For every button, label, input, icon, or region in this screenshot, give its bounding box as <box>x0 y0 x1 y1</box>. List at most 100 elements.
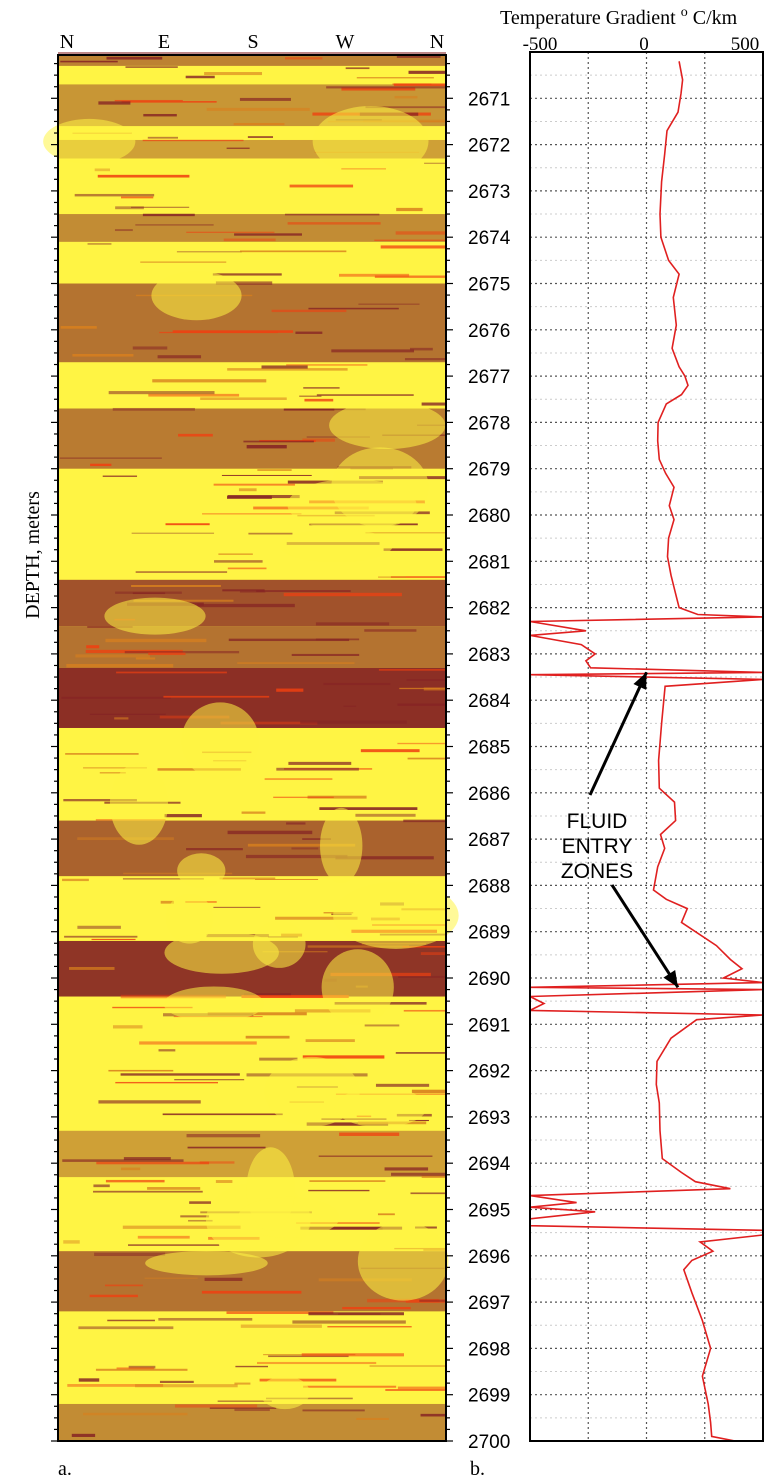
texture-streak <box>247 136 274 139</box>
texture-streak <box>226 1311 334 1314</box>
texture-streak <box>375 1083 430 1087</box>
texture-streak <box>256 590 351 593</box>
texture-streak <box>158 1049 176 1052</box>
texture-streak <box>238 488 257 492</box>
annotation-arrows <box>588 671 680 989</box>
texture-streak <box>257 469 292 471</box>
texture-streak <box>364 1024 400 1027</box>
texture-streak <box>228 638 350 642</box>
texture-streak <box>197 603 295 608</box>
texture-streak <box>302 1409 365 1412</box>
texture-streak <box>308 1312 404 1316</box>
texture-streak <box>120 196 154 199</box>
texture-streak <box>60 326 97 329</box>
texture-streak <box>217 1400 272 1402</box>
texture-streak <box>132 346 168 350</box>
texture-streak <box>331 349 415 353</box>
texture-streak <box>271 309 347 313</box>
depth-label-2684: 2684 <box>468 691 511 712</box>
texture-streak <box>142 213 195 217</box>
texture-streak <box>286 364 368 366</box>
texture-streak <box>128 1365 156 1369</box>
texture-streak <box>89 713 166 715</box>
depth-label-2693: 2693 <box>468 1108 510 1129</box>
texture-streak <box>199 1161 235 1164</box>
texture-streak <box>83 767 147 769</box>
texture-streak <box>94 168 111 172</box>
texture-streak <box>62 878 89 882</box>
texture-streak <box>121 101 217 103</box>
depth-label-2692: 2692 <box>468 1062 510 1083</box>
texture-streak <box>186 231 275 233</box>
texture-streak <box>339 1132 400 1136</box>
texture-streak <box>364 629 417 632</box>
texture-streak <box>301 1353 404 1357</box>
texture-streak <box>220 721 318 725</box>
texture-streak <box>411 1089 446 1094</box>
texture-streak <box>105 1179 165 1183</box>
texture-streak <box>142 139 244 142</box>
texture-streak <box>299 408 366 411</box>
depth-label-2680: 2680 <box>468 506 510 527</box>
texture-streak <box>132 592 166 595</box>
annotation-arrow-shaft-0 <box>588 671 648 796</box>
texture-streak <box>160 900 174 904</box>
texture-streak <box>241 994 349 999</box>
gradient-title-text: Temperature Gradient <box>500 7 676 29</box>
texture-streak <box>233 122 285 126</box>
texture-streak <box>343 705 357 707</box>
texture-streak <box>97 174 190 178</box>
texture-streak <box>397 1386 446 1390</box>
dark-band-7 <box>58 626 446 668</box>
annotation-line-1: FLUID <box>567 810 628 833</box>
texture-streak <box>158 1317 253 1321</box>
texture-light-patch <box>357 1222 449 1301</box>
texture-streak <box>61 696 171 699</box>
texture-streak <box>147 136 179 139</box>
texture-streak <box>288 761 352 765</box>
texture-streak <box>291 653 360 656</box>
texture-streak <box>327 1326 412 1328</box>
texture-streak <box>120 1167 141 1171</box>
texture-streak <box>116 671 227 674</box>
texture-streak <box>261 365 308 369</box>
texture-streak <box>222 589 265 592</box>
dark-band-4 <box>58 283 446 363</box>
depth-label-2682: 2682 <box>468 599 510 620</box>
texture-streak <box>374 239 446 241</box>
texture-streak <box>125 66 178 68</box>
depth-label-2677: 2677 <box>468 367 510 388</box>
texture-streak <box>135 571 228 573</box>
texture-streak <box>240 250 347 253</box>
depth-label-2688: 2688 <box>468 876 510 897</box>
texture-streak <box>355 813 416 817</box>
depth-label-2685: 2685 <box>468 738 510 759</box>
texture-streak <box>377 1213 395 1216</box>
panel-label-a: a. <box>58 1458 72 1480</box>
texture-streak <box>60 60 118 63</box>
dark-band-3 <box>58 214 446 242</box>
panel-label-b: b. <box>470 1458 485 1480</box>
texture-streak <box>365 532 446 534</box>
depth-label-2672: 2672 <box>468 136 510 157</box>
texture-streak <box>342 1306 411 1310</box>
texture-streak <box>378 576 406 578</box>
depth-label-2678: 2678 <box>468 413 510 434</box>
depth-label-2700: 2700 <box>468 1432 510 1453</box>
texture-streak <box>383 548 443 551</box>
texture-streak <box>240 1324 322 1328</box>
texture-streak <box>66 664 174 668</box>
texture-light-patch <box>320 807 363 884</box>
texture-streak <box>302 1055 385 1059</box>
texture-streak <box>157 355 202 359</box>
depth-label-2683: 2683 <box>468 645 510 666</box>
texture-streak <box>335 856 434 860</box>
texture-streak <box>308 307 399 310</box>
texture-streak <box>114 99 183 102</box>
texture-streak <box>259 1057 298 1061</box>
texture-streak <box>234 1382 251 1385</box>
texture-streak <box>315 638 360 641</box>
texture-streak <box>257 1361 377 1365</box>
compass-label-e: E <box>158 31 170 53</box>
